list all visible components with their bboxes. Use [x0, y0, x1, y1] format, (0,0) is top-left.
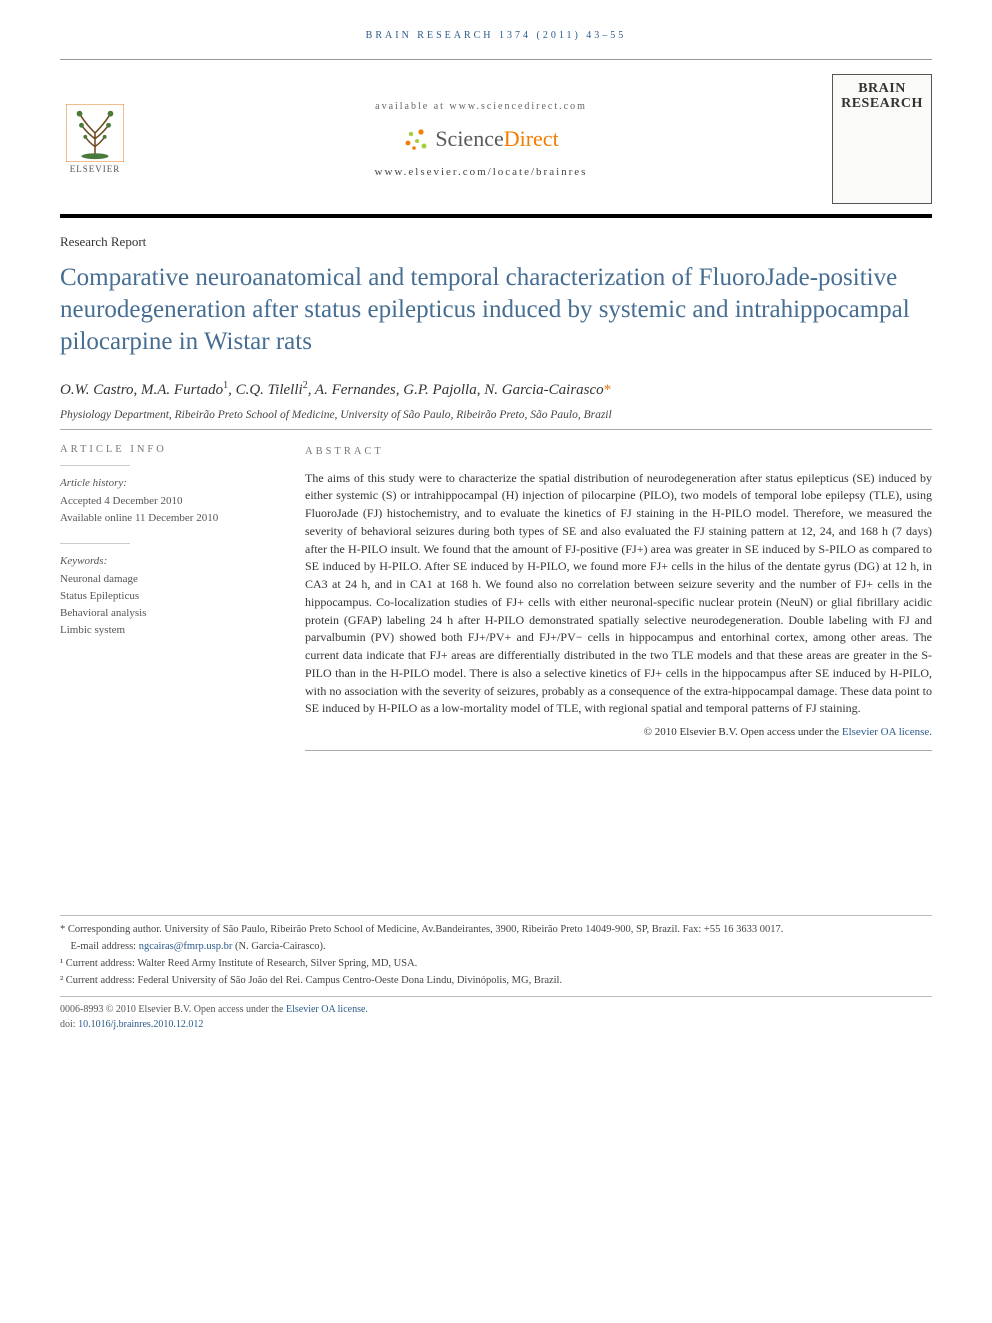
- footer-oa-license-link[interactable]: Elsevier OA license.: [286, 1004, 368, 1015]
- author: N. Garcia-Cairasco*: [484, 382, 611, 398]
- keywords-block: Keywords: Neuronal damageStatus Epilepti…: [60, 554, 275, 639]
- abstract-label: ABSTRACT: [305, 444, 932, 460]
- thin-rule-under-abstract: [305, 750, 932, 751]
- keyword: Neuronal damage: [60, 572, 275, 588]
- article-title: Comparative neuroanatomical and temporal…: [60, 262, 932, 358]
- sciencedirect-logo: ScienceDirect: [403, 126, 558, 152]
- info-abstract-row: ARTICLE INFO Article history: Accepted 4…: [60, 444, 932, 765]
- header-center: available at www.sciencedirect.com Scien…: [130, 101, 832, 178]
- elsevier-logo: ELSEVIER: [60, 99, 130, 179]
- sciencedirect-text: ScienceDirect: [435, 126, 558, 152]
- issn-open: Open access under the: [194, 1004, 286, 1015]
- email-footnote: E-mail address: ngcairas@fmrp.usp.br (N.…: [60, 939, 932, 955]
- keyword: Status Epilepticus: [60, 589, 275, 605]
- article-info-sidebar: ARTICLE INFO Article history: Accepted 4…: [60, 444, 275, 765]
- article-history-block: Article history: Accepted 4 December 201…: [60, 476, 275, 527]
- author-list: O.W. Castro, M.A. Furtado1, C.Q. Tilelli…: [60, 380, 932, 399]
- sd-text-right: Direct: [504, 126, 559, 151]
- journal-locate-url: www.elsevier.com/locate/brainres: [130, 166, 832, 178]
- online-date: Available online 11 December 2010: [60, 511, 275, 527]
- keywords-label: Keywords:: [60, 554, 275, 570]
- available-at-line: available at www.sciencedirect.com: [130, 101, 832, 112]
- email-link[interactable]: ngcairas@fmrp.usp.br: [139, 941, 233, 952]
- abstract-copyright: © 2010 Elsevier B.V. Open access under t…: [305, 724, 932, 740]
- article-type: Research Report: [60, 234, 932, 250]
- sidebar-rule-1: [60, 465, 130, 466]
- keywords-list: Neuronal damageStatus EpilepticusBehavio…: [60, 572, 275, 639]
- accepted-date: Accepted 4 December 2010: [60, 494, 275, 510]
- thick-rule: [60, 214, 932, 218]
- doi-link[interactable]: 10.1016/j.brainres.2010.12.012: [78, 1019, 203, 1030]
- cover-title-line1: BRAIN: [858, 81, 906, 96]
- running-head: BRAIN RESEARCH 1374 (2011) 43–55: [60, 30, 932, 41]
- author: O.W. Castro: [60, 382, 134, 398]
- elsevier-tree-icon: [66, 104, 124, 162]
- author: C.Q. Tilelli2: [236, 382, 308, 398]
- corr-text: * Corresponding author. University of Sã…: [60, 924, 783, 935]
- email-label: E-mail address:: [71, 941, 139, 952]
- top-rule: [60, 59, 932, 60]
- footnote-2: ² Current address: Federal University of…: [60, 973, 932, 989]
- affiliation: Physiology Department, Ribeirão Preto Sc…: [60, 409, 932, 421]
- keyword: Limbic system: [60, 623, 275, 639]
- sciencedirect-mark-icon: [403, 126, 429, 152]
- publisher-header-band: ELSEVIER available at www.sciencedirect.…: [60, 74, 932, 204]
- keyword: Behavioral analysis: [60, 606, 275, 622]
- sd-text-left: Science: [435, 126, 503, 151]
- article-info-label: ARTICLE INFO: [60, 444, 275, 455]
- author: M.A. Furtado1: [141, 382, 228, 398]
- copyright-open: Open access under the: [740, 726, 841, 738]
- footnote-1: ¹ Current address: Walter Reed Army Inst…: [60, 956, 932, 972]
- article-footer-meta: 0006-8993 © 2010 Elsevier B.V. Open acce…: [60, 996, 932, 1032]
- history-label: Article history:: [60, 476, 275, 492]
- copyright-line: © 2010 Elsevier B.V.: [644, 726, 741, 738]
- cover-title-line2: RESEARCH: [841, 96, 923, 111]
- abstract-text: The aims of this study were to character…: [305, 470, 932, 719]
- thin-rule-upper: [60, 429, 932, 430]
- journal-cover-thumbnail: BRAIN RESEARCH: [832, 74, 932, 204]
- doi-label: doi:: [60, 1019, 76, 1030]
- oa-license-link[interactable]: Elsevier OA license.: [842, 726, 932, 738]
- author: A. Fernandes: [315, 382, 396, 398]
- elsevier-wordmark: ELSEVIER: [70, 164, 121, 174]
- footnotes: * Corresponding author. University of Sã…: [60, 915, 932, 1032]
- sidebar-rule-2: [60, 543, 130, 544]
- issn-line: 0006-8993 © 2010 Elsevier B.V.: [60, 1004, 194, 1015]
- email-tail: (N. Garcia-Cairasco).: [235, 941, 326, 952]
- abstract-section: ABSTRACT The aims of this study were to …: [305, 444, 932, 765]
- author: G.P. Pajolla: [403, 382, 476, 398]
- corresponding-author-footnote: * Corresponding author. University of Sã…: [60, 922, 932, 938]
